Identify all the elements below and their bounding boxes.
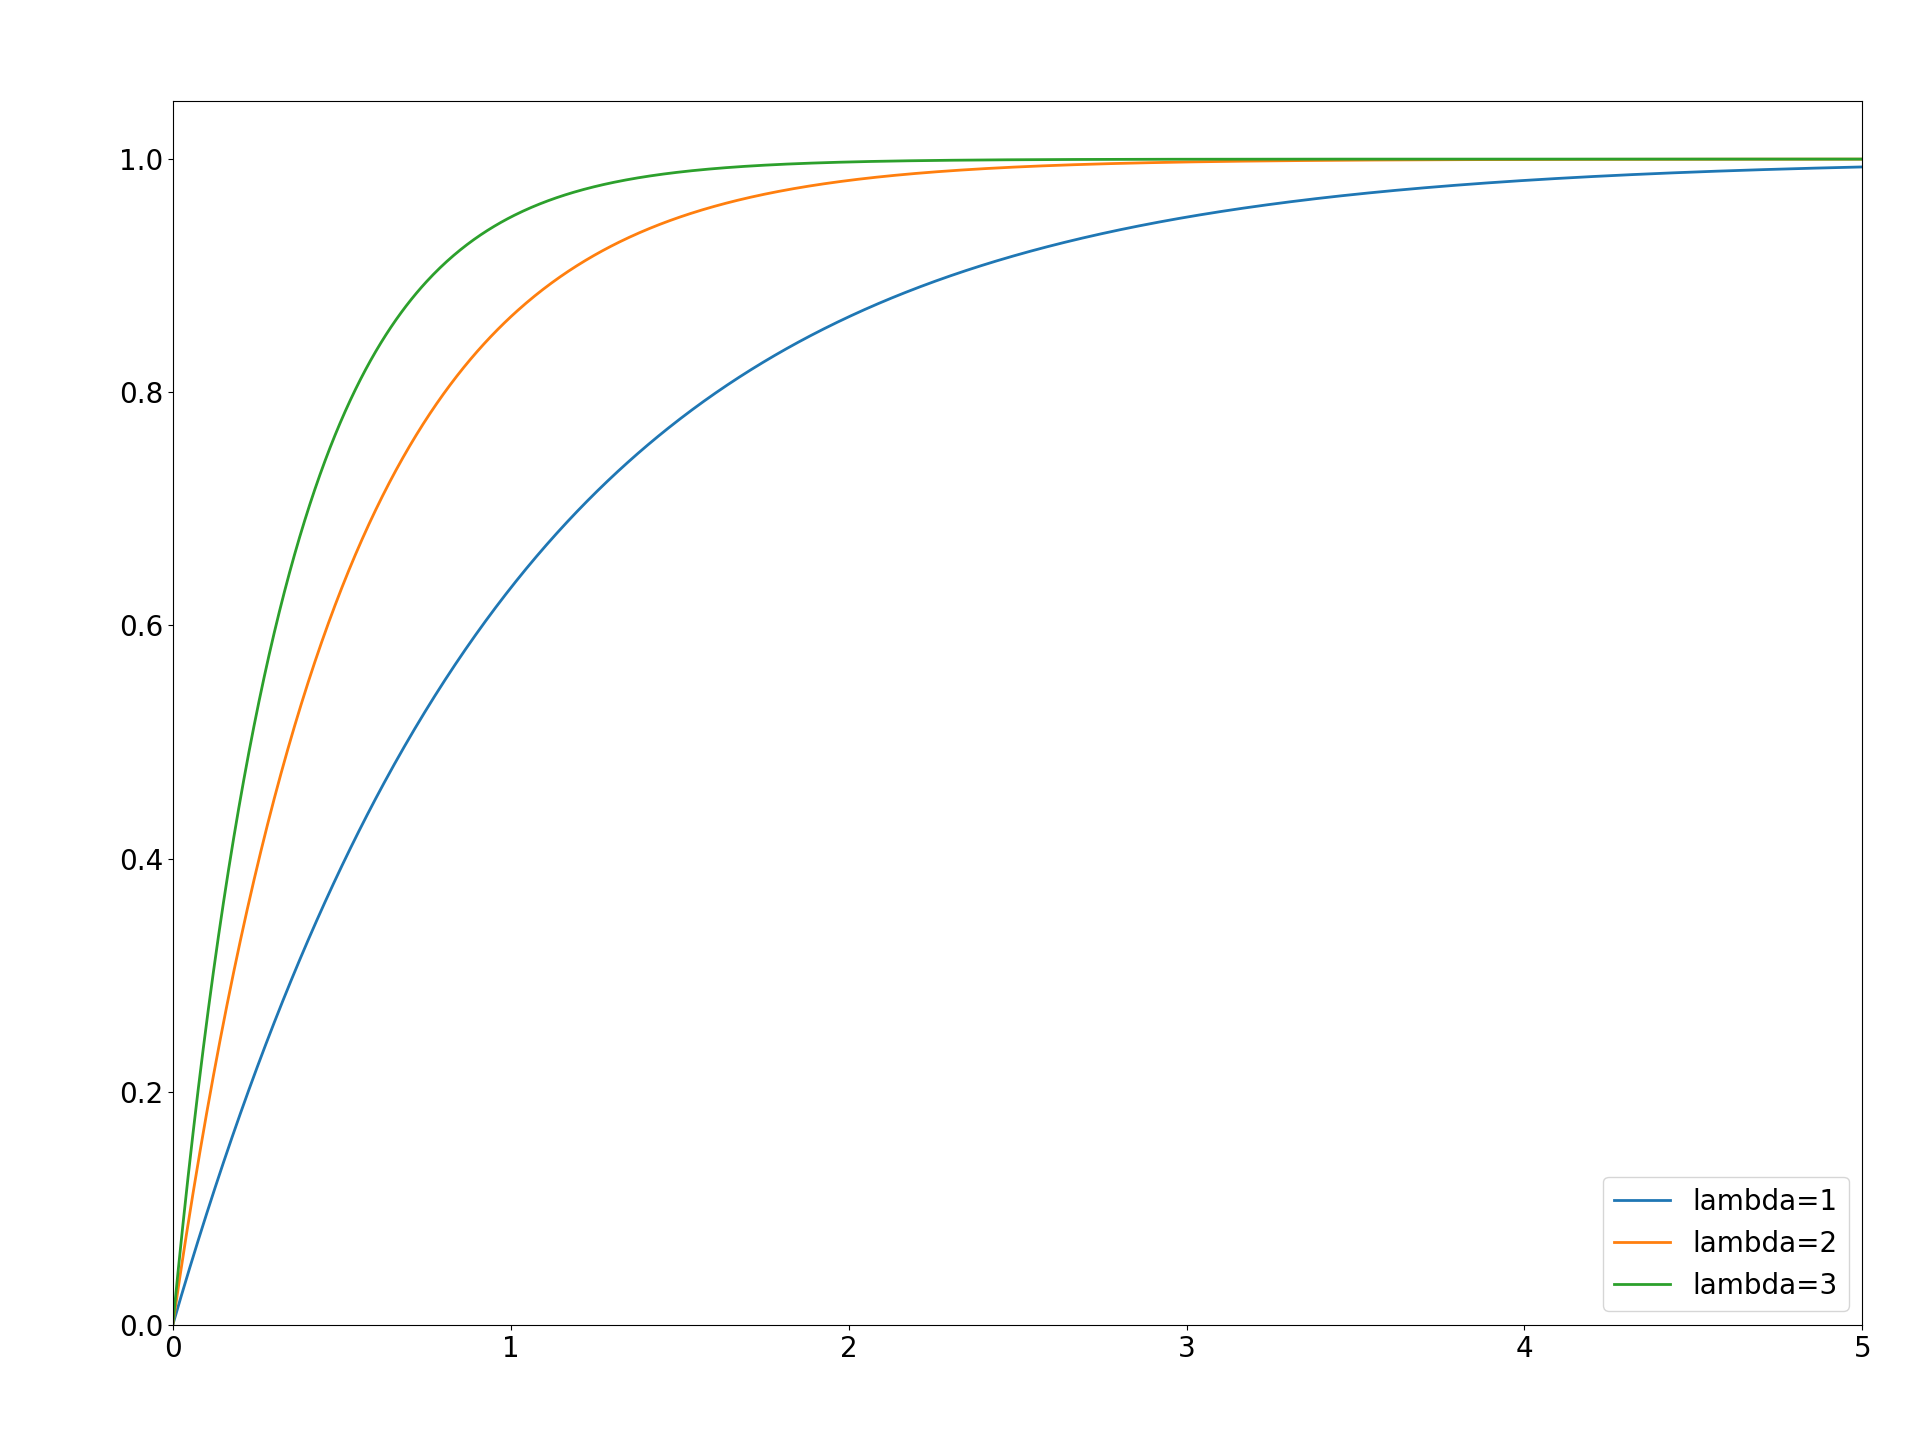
lambda=1 xyxy=(906,279,929,297)
lambda=1 xyxy=(1321,189,1344,206)
lambda=3 xyxy=(1478,150,1501,167)
Legend: lambda=1, lambda=2, lambda=3: lambda=1, lambda=2, lambda=3 xyxy=(1603,1176,1849,1310)
lambda=3 xyxy=(1321,151,1344,168)
lambda=3 xyxy=(334,402,357,419)
Line: lambda=2: lambda=2 xyxy=(173,160,1862,1325)
lambda=3 xyxy=(161,1316,184,1333)
lambda=2 xyxy=(1851,151,1874,168)
lambda=3 xyxy=(845,153,868,170)
lambda=3 xyxy=(1851,150,1874,167)
lambda=1 xyxy=(334,850,357,867)
lambda=2 xyxy=(334,570,357,588)
Line: lambda=3: lambda=3 xyxy=(173,158,1862,1325)
lambda=3 xyxy=(1509,150,1532,167)
lambda=1 xyxy=(1851,158,1874,176)
lambda=1 xyxy=(161,1316,184,1333)
lambda=2 xyxy=(161,1316,184,1333)
lambda=1 xyxy=(1509,171,1532,189)
lambda=2 xyxy=(1478,151,1501,168)
lambda=2 xyxy=(906,164,929,181)
lambda=2 xyxy=(1321,151,1344,168)
lambda=3 xyxy=(906,153,929,170)
lambda=2 xyxy=(1509,151,1532,168)
Line: lambda=1: lambda=1 xyxy=(173,167,1862,1325)
lambda=2 xyxy=(845,171,868,189)
lambda=1 xyxy=(845,305,868,323)
lambda=1 xyxy=(1478,174,1501,192)
